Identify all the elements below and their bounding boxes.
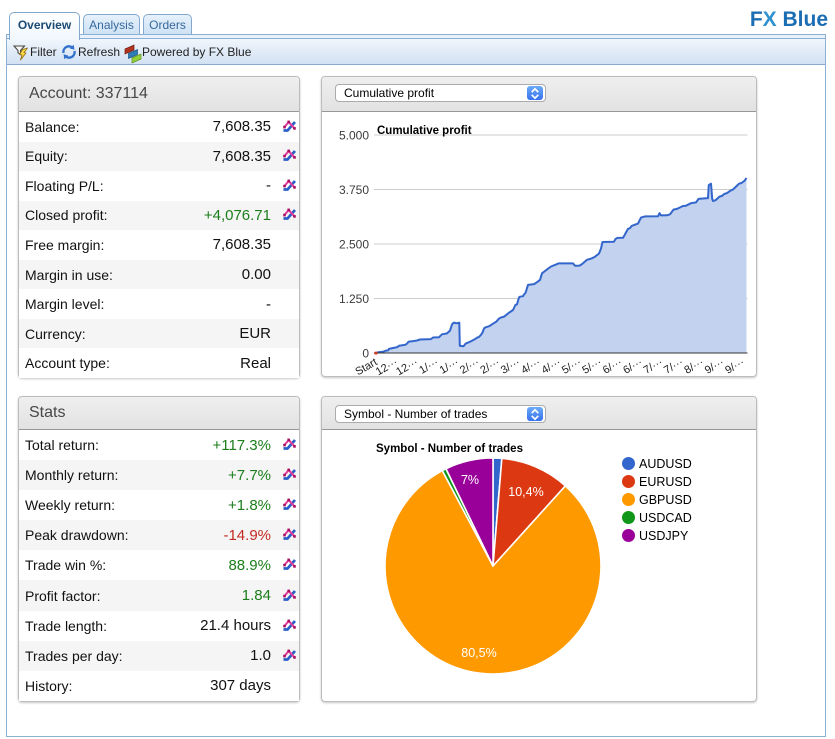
svg-text:9/···: 9/··· (723, 356, 746, 376)
svg-text:80,5%: 80,5% (461, 646, 496, 660)
svg-text:AUDUSD: AUDUSD (639, 457, 692, 471)
svg-text:10,4%: 10,4% (508, 485, 543, 499)
svg-text:5.000: 5.000 (339, 129, 369, 143)
svg-text:2.500: 2.500 (339, 238, 369, 252)
svg-text:Symbol - Number of trades: Symbol - Number of trades (376, 443, 523, 455)
svg-text:USDJPY: USDJPY (639, 529, 689, 543)
svg-text:3.750: 3.750 (339, 183, 369, 197)
svg-text:EURUSD: EURUSD (639, 475, 692, 489)
svg-text:USDCAD: USDCAD (639, 511, 692, 525)
svg-text:7%: 7% (461, 473, 479, 487)
svg-text:1.250: 1.250 (339, 292, 369, 306)
svg-text:Cumulative profit: Cumulative profit (377, 125, 472, 137)
svg-text:0: 0 (362, 347, 369, 361)
svg-text:GBPUSD: GBPUSD (639, 493, 692, 507)
